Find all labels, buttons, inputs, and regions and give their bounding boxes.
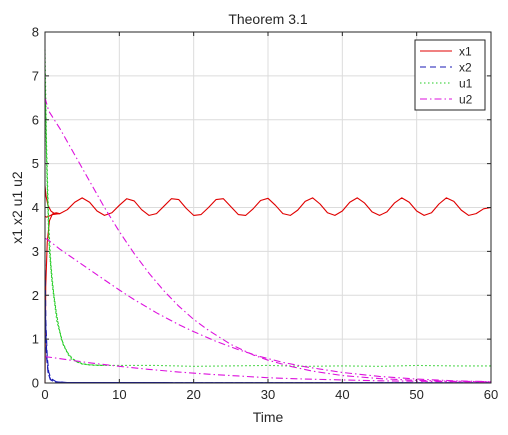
series-u2 — [44, 97, 492, 383]
legend-label-x2: x2 — [459, 61, 472, 75]
axis-ticks: 0 10 20 30 40 50 60 0 1 2 3 4 5 6 7 8 — [32, 25, 498, 403]
y-tick-label: 8 — [32, 25, 39, 40]
x-tick-label: 40 — [335, 387, 349, 402]
series-x1 — [44, 185, 492, 384]
legend-label-u2: u2 — [459, 93, 473, 107]
series-u1 — [44, 49, 491, 367]
legend: x1 x2 u1 u2 — [414, 39, 486, 111]
legend-box — [414, 39, 486, 111]
y-tick-label: 0 — [32, 376, 39, 391]
series-u1-line-2 — [44, 67, 105, 366]
y-tick-label: 2 — [32, 288, 39, 303]
series-x2-line-2 — [44, 260, 492, 384]
series-x1-line-3 — [44, 213, 60, 218]
series-u2-line-3 — [44, 356, 492, 383]
y-tick-label: 4 — [32, 200, 39, 215]
x-tick-label: 20 — [186, 387, 200, 402]
x-tick-label: 0 — [41, 387, 48, 402]
series-u1-line-3 — [44, 84, 105, 366]
series-u2-line-2 — [44, 237, 492, 383]
y-tick-label: 3 — [32, 244, 39, 259]
x-tick-label: 50 — [409, 387, 423, 402]
y-tick-label: 5 — [32, 156, 39, 171]
y-tick-label: 7 — [32, 68, 39, 83]
legend-label-u1: u1 — [459, 77, 473, 91]
series-u1-line-1 — [44, 49, 491, 367]
series-x1-line-2 — [44, 185, 60, 215]
x-tick-label: 60 — [484, 387, 498, 402]
y-tick-label: 6 — [32, 112, 39, 127]
y-axis-label: x1 x2 u1 u2 — [9, 171, 25, 244]
chart-title: Theorem 3.1 — [228, 11, 308, 27]
x-tick-label: 10 — [112, 387, 126, 402]
y-tick-label: 1 — [32, 332, 39, 347]
legend-label-x1: x1 — [459, 45, 472, 59]
x-axis-label: Time — [253, 409, 284, 425]
x-tick-label: 30 — [261, 387, 275, 402]
series-x1-line-1 — [44, 197, 492, 384]
